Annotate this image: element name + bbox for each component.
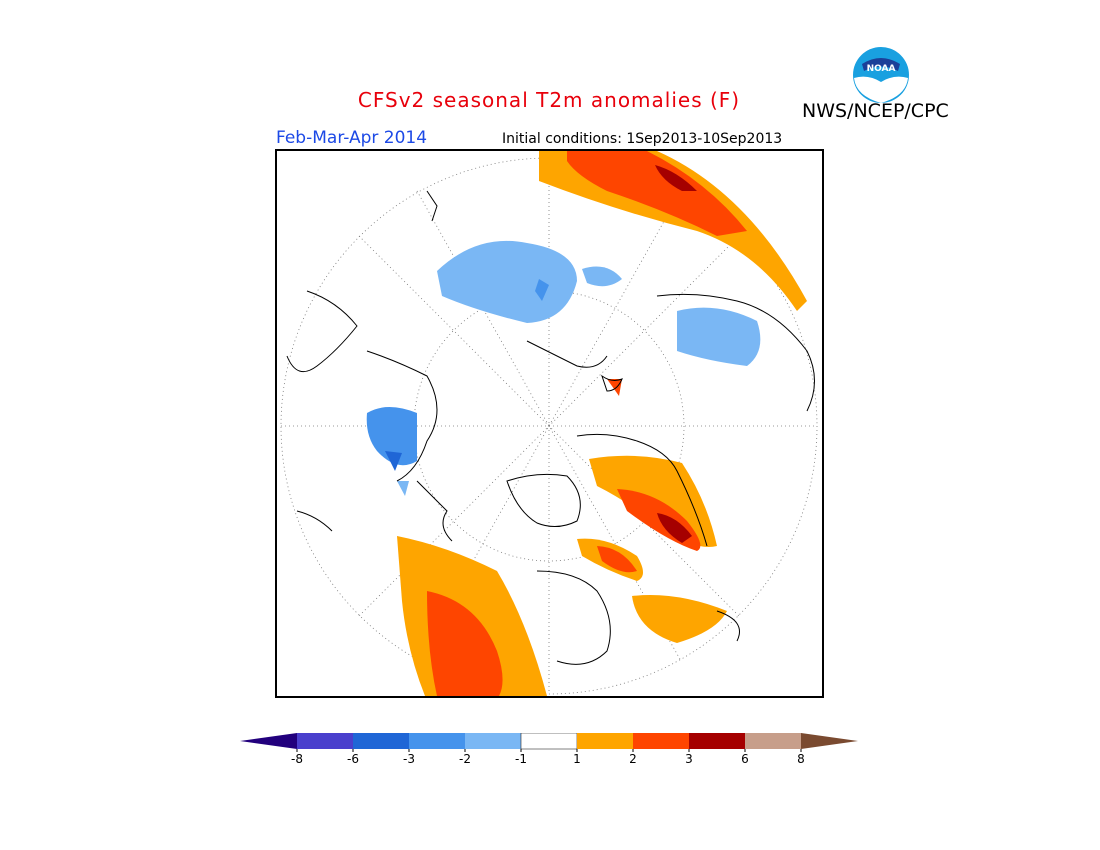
- map-title: CFSv2 seasonal T2m anomalies (F): [0, 88, 1100, 112]
- legend-swatch: [689, 733, 745, 749]
- legend-tick-label: 8: [797, 752, 805, 766]
- legend-swatch: [297, 733, 353, 749]
- legend-swatch: [633, 733, 689, 749]
- legend-swatch: [465, 733, 521, 749]
- legend-tick-label: 6: [741, 752, 749, 766]
- noaa-logo-text: NOAA: [867, 64, 896, 74]
- latitude-circle-inner: [413, 290, 685, 562]
- polar-map-svg: [280, 151, 818, 696]
- legend-tick-label: 1: [573, 752, 581, 766]
- legend-swatch: [353, 733, 409, 749]
- legend-tick-label: -2: [459, 752, 471, 766]
- season-label: Feb-Mar-Apr 2014: [276, 128, 428, 148]
- latitude-circle-outer: [280, 157, 818, 695]
- legend-tick-label: 3: [685, 752, 693, 766]
- anomaly-siberia-warm: [539, 151, 807, 311]
- anomaly-europe-warm: [577, 379, 727, 643]
- legend-swatch: [745, 733, 801, 749]
- legend-swatch: [577, 733, 633, 749]
- map-title-text: CFSv2 seasonal T2m anomalies (F): [357, 88, 741, 112]
- legend-tick-label: -6: [347, 752, 359, 766]
- legend-swatch: [520, 733, 578, 750]
- anomaly-east-cold: [677, 307, 761, 366]
- noaa-logo: NOAA: [851, 45, 911, 105]
- anomaly-america-warm: [397, 536, 547, 696]
- agency-label: NWS/NCEP/CPC: [802, 100, 949, 122]
- legend-tick-label: -1: [515, 752, 527, 766]
- meridian: [358, 235, 740, 617]
- initial-conditions-label: Initial conditions: 1Sep2013-10Sep2013: [502, 131, 783, 147]
- anomaly-pacific-cold: [437, 240, 622, 323]
- legend-tick-label: 2: [629, 752, 637, 766]
- legend-tick-label: -3: [403, 752, 415, 766]
- legend-tick-label: -8: [291, 752, 303, 766]
- legend-swatch-below-min: [240, 733, 297, 749]
- coastlines: [286, 190, 815, 665]
- color-legend: [240, 733, 858, 752]
- legend-swatch-above-max: [801, 733, 858, 749]
- anomaly-west-cold: [366, 407, 417, 496]
- legend-swatch: [409, 733, 465, 749]
- polar-map: [275, 149, 824, 698]
